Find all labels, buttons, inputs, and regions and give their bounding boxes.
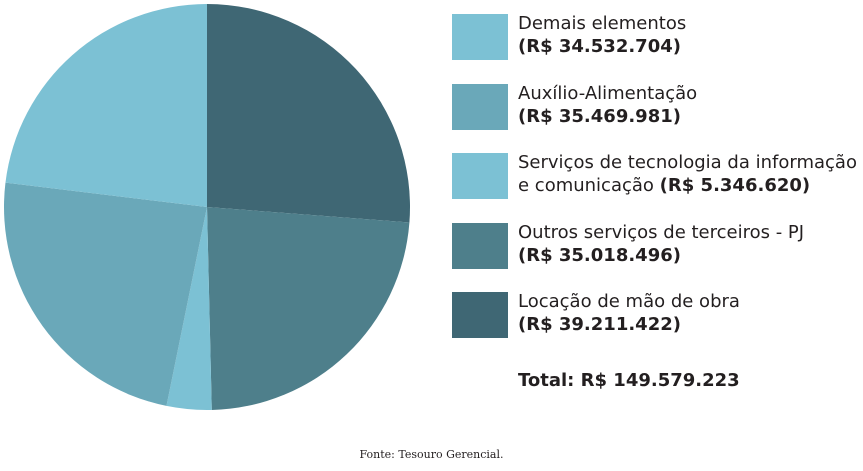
- value-label: (R$ 39.211.422): [518, 314, 681, 335]
- legend-text: Demais elementos (R$ 34.532.704): [518, 12, 858, 58]
- legend-swatch: [452, 222, 508, 269]
- legend-item: Serviços de tecnologia da informação e c…: [452, 151, 862, 199]
- legend-item: Auxílio-Alimentação (R$ 35.469.981): [452, 82, 862, 130]
- legend: Demais elementos (R$ 34.532.704) Auxílio-…: [452, 12, 862, 362]
- legend-text: Auxílio-Alimentação (R$ 35.469.981): [518, 82, 858, 128]
- legend-swatch: [452, 292, 508, 338]
- legend-item: Locação de mão de obra (R$ 39.211.422): [452, 290, 862, 338]
- legend-label: Serviços de tecnologia da informação e c…: [518, 152, 857, 196]
- pie-slice: [166, 207, 212, 411]
- pie-slice: [5, 4, 207, 207]
- legend-item: Demais elementos (R$ 34.532.704): [452, 12, 862, 60]
- legend-item: Outros serviços de terceiros - PJ (R$ 35…: [452, 221, 862, 269]
- legend-text: Serviços de tecnologia da informação e c…: [518, 151, 858, 197]
- legend-swatch: [452, 153, 508, 199]
- legend-text: Locação de mão de obra (R$ 39.211.422): [518, 290, 858, 336]
- legend-label: Locação de mão de obra: [518, 291, 740, 312]
- legend-text: Outros serviços de terceiros - PJ (R$ 35…: [518, 221, 858, 267]
- value-label: (R$ 35.018.496): [518, 244, 681, 266]
- legend-label: Outros serviços de terceiros - PJ: [518, 221, 805, 243]
- value-label: (R$ 35.469.981): [518, 105, 681, 127]
- pie-chart: [3, 4, 410, 411]
- legend-swatch: [452, 83, 508, 130]
- legend-label: Auxílio-Alimentação: [518, 82, 698, 104]
- pie-slice: [3, 182, 207, 406]
- legend-label: Demais elementos: [518, 13, 687, 34]
- value-label: (R$ 5.346.620): [659, 175, 811, 196]
- total: Total: R$ 149.579.223: [518, 370, 740, 391]
- source: Fonte: Tesouro Gerencial.: [359, 448, 504, 461]
- value-label: (R$ 34.532.704): [518, 36, 681, 57]
- pie-slice: [207, 4, 410, 223]
- pie-slice: [207, 207, 410, 410]
- legend-swatch: [452, 14, 508, 60]
